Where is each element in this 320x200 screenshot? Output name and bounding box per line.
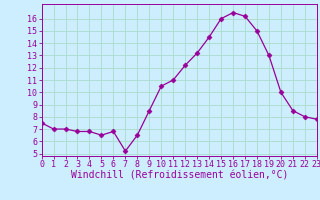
X-axis label: Windchill (Refroidissement éolien,°C): Windchill (Refroidissement éolien,°C) — [70, 171, 288, 181]
